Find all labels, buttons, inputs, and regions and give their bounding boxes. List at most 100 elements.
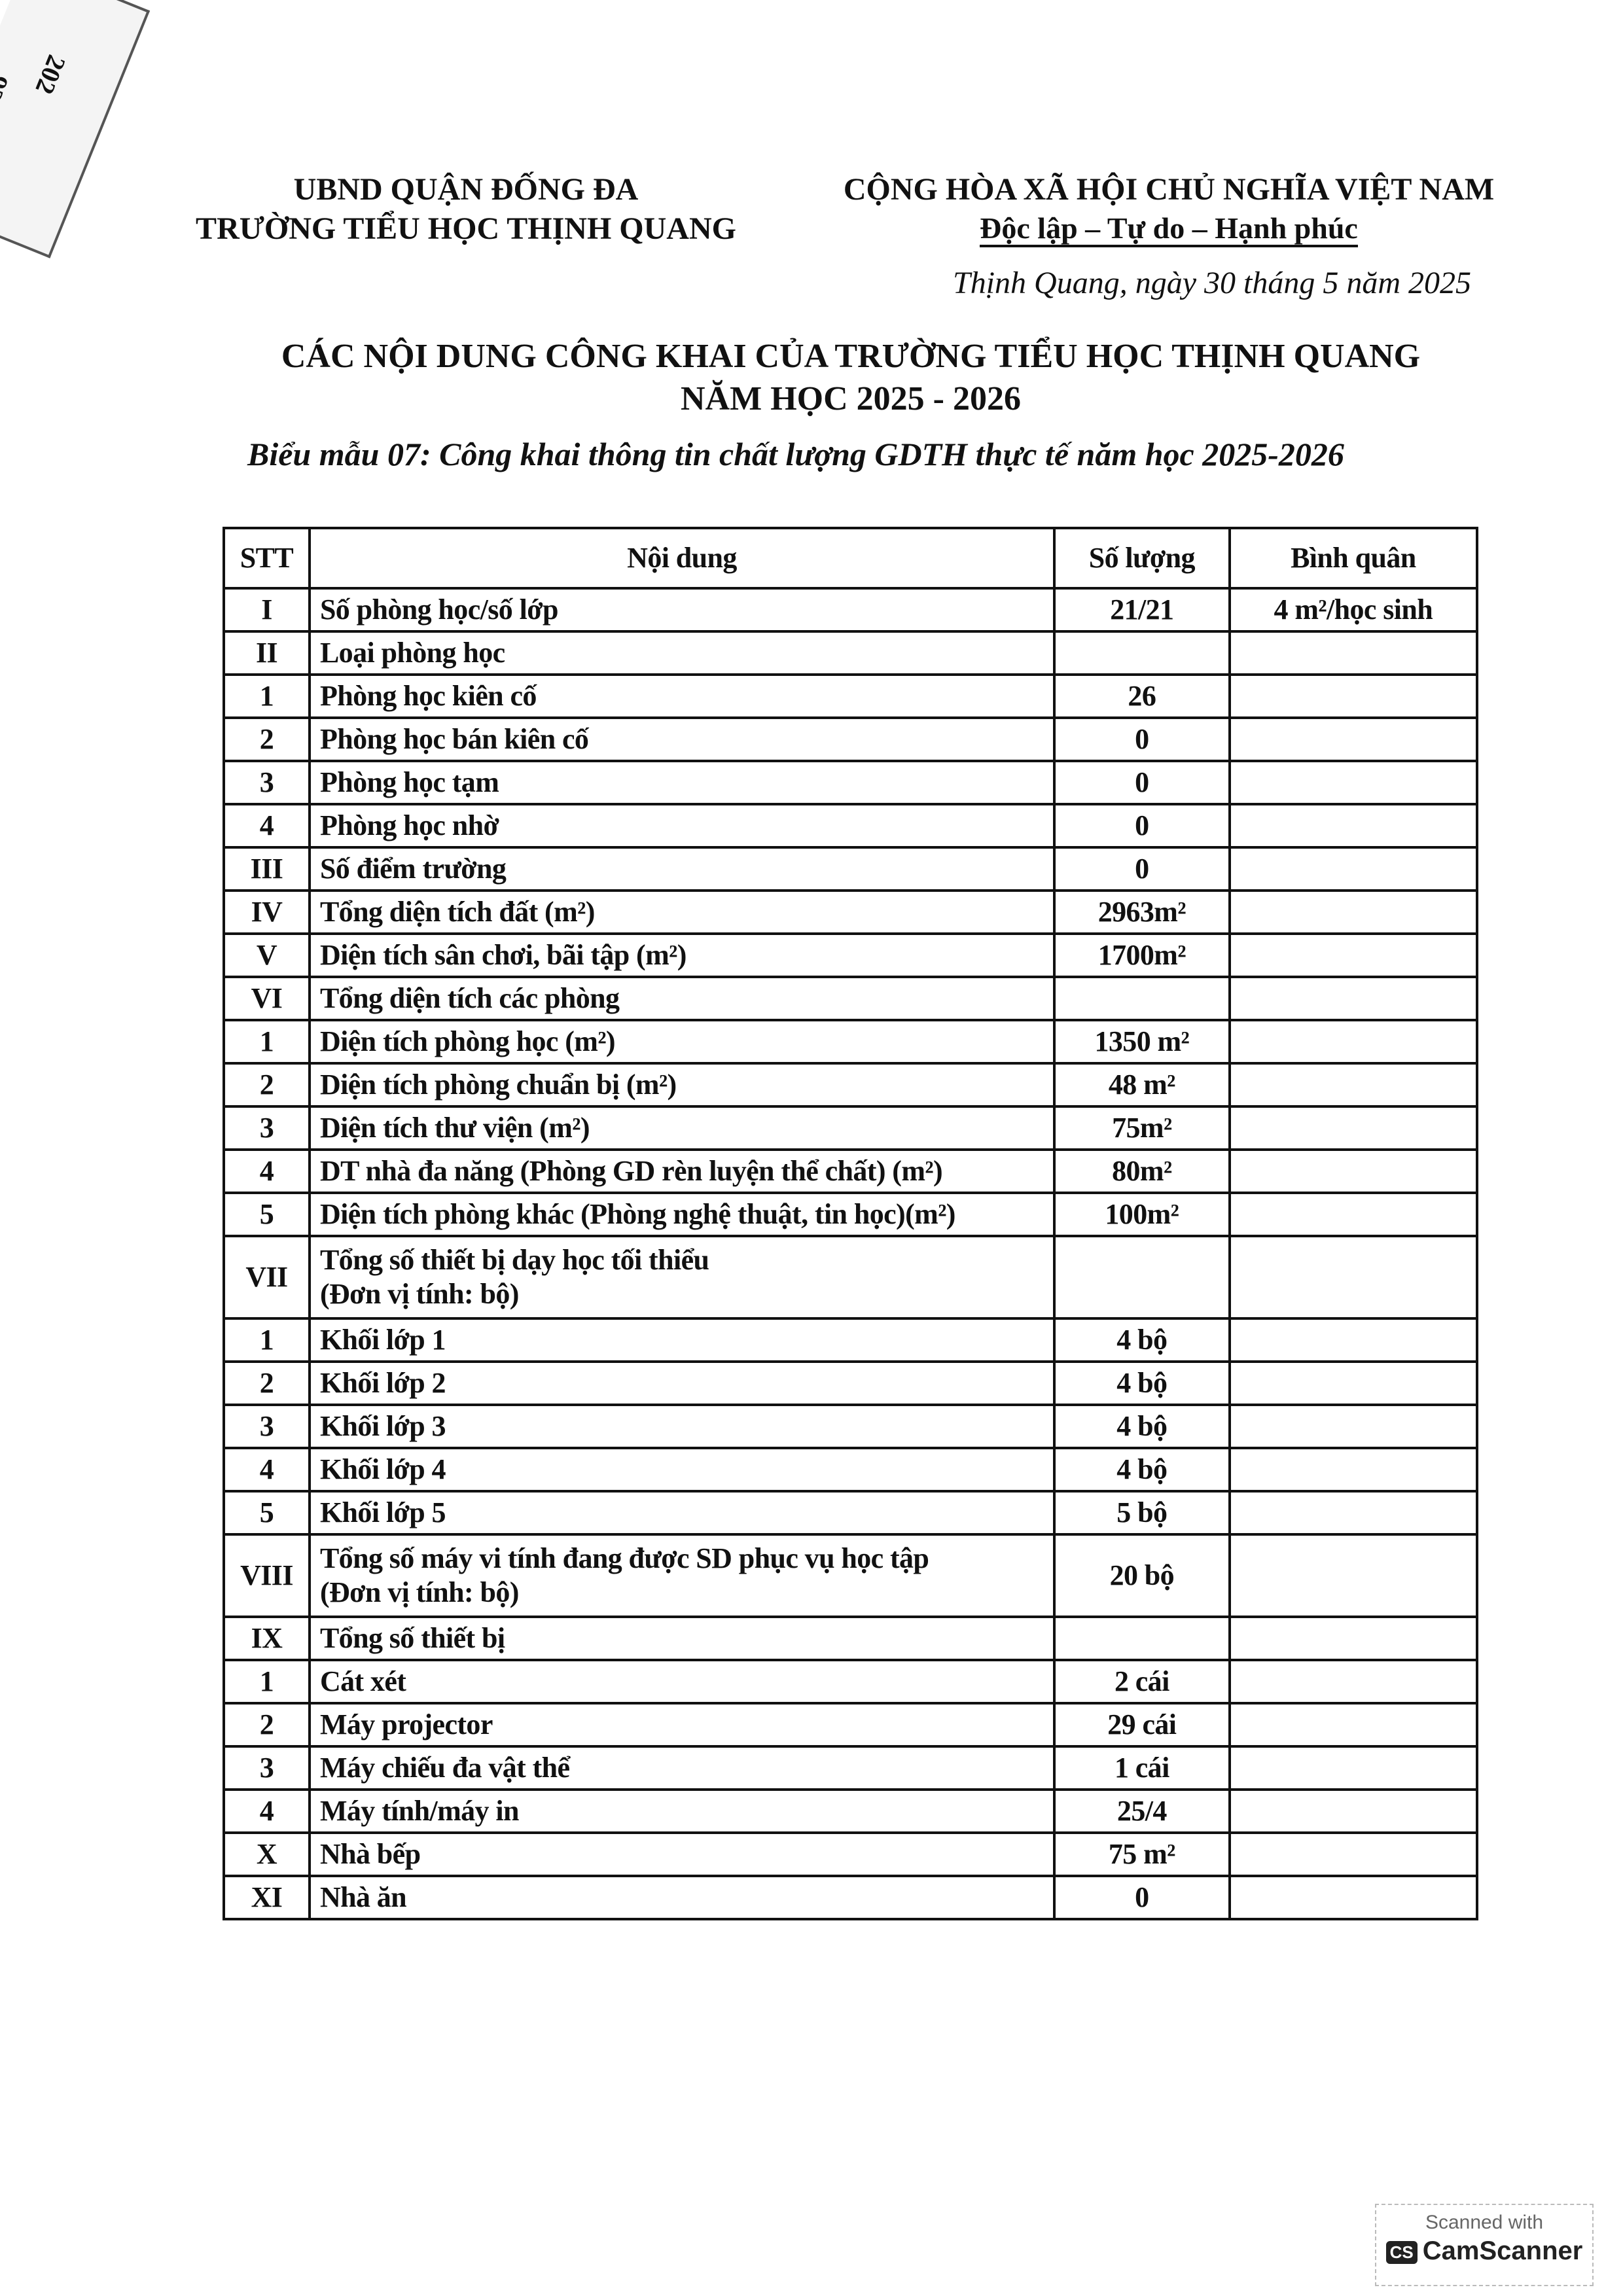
row-quantity: 29 cái <box>1053 1702 1231 1748</box>
row-content-line: Tổng số thiết bị dạy học tối thiểu <box>319 1244 709 1276</box>
row-average <box>1228 1659 1479 1704</box>
row-average <box>1228 803 1479 849</box>
col-quantity: Số lượng <box>1053 527 1231 590</box>
row-quantity: 1350 m² <box>1053 1019 1231 1065</box>
row-quantity: 80m² <box>1053 1148 1231 1194</box>
table-row: I Số phòng học/số lớp 21/21 4 m²/học sinh <box>223 587 1479 633</box>
row-quantity: 1700m² <box>1053 932 1231 978</box>
row-content-unit: (Đơn vị tính: bộ) <box>319 1576 519 1608</box>
table-row: II Loại phòng học <box>223 630 1479 676</box>
row-average <box>1228 1831 1479 1877</box>
row-content: Nhà bếp <box>308 1831 1056 1877</box>
row-stt: III <box>223 846 311 892</box>
row-average <box>1228 760 1479 805</box>
row-average <box>1228 1875 1479 1920</box>
row-average <box>1228 1616 1479 1661</box>
table-row: 5 Diện tích phòng khác (Phòng nghệ thuật,… <box>223 1192 1479 1237</box>
org-name: UBND QUẬN ĐỐNG ĐA <box>293 172 639 207</box>
row-stt: X <box>223 1831 311 1877</box>
table-row: 4 Máy tính/máy in 25/4 <box>223 1788 1479 1834</box>
row-content: Khối lớp 1 <box>308 1317 1056 1363</box>
table-row: III Số điểm trường 0 <box>223 846 1479 892</box>
table-row: VIII Tổng số máy vi tính đang được SD phụ… <box>223 1533 1479 1618</box>
table-row: IV Tổng diện tích đất (m²) 2963m² <box>223 889 1479 935</box>
table-header: STT Nội dung Số lượng Bình quân <box>223 527 1479 590</box>
camscanner-watermark: Scanned with CS CamScanner <box>1375 2204 1594 2286</box>
row-average <box>1228 1062 1479 1108</box>
row-stt: V <box>223 932 311 978</box>
row-average <box>1228 1148 1479 1194</box>
table-row: XI Nhà ăn 0 <box>223 1875 1479 1920</box>
row-content: Tổng số máy vi tính đang được SD phục vụ… <box>308 1533 1056 1618</box>
table-row: V Diện tích sân chơi, bãi tập (m²) 1700m² <box>223 932 1479 978</box>
row-stt: II <box>223 630 311 676</box>
row-content: Phòng học bán kiên cố <box>308 716 1056 762</box>
row-quantity <box>1053 976 1231 1021</box>
row-content-unit: (Đơn vị tính: bộ) <box>319 1278 519 1310</box>
row-stt: 5 <box>223 1490 311 1536</box>
row-content: Diện tích sân chơi, bãi tập (m²) <box>308 932 1056 978</box>
table-row: 2 Máy projector 29 cái <box>223 1702 1479 1748</box>
row-stt: 1 <box>223 1659 311 1704</box>
row-average <box>1228 976 1479 1021</box>
row-average <box>1228 1533 1479 1618</box>
row-content: DT nhà đa năng (Phòng GD rèn luyện thể c… <box>308 1148 1056 1194</box>
row-stt: 3 <box>223 1105 311 1151</box>
row-content: Tổng số thiết bị <box>308 1616 1056 1661</box>
row-content: Tổng số thiết bị dạy học tối thiểu (Đơn v… <box>308 1235 1056 1320</box>
watermark-text: Scanned with <box>1425 2212 1544 2233</box>
row-content: Nhà ăn <box>308 1875 1056 1920</box>
row-quantity: 48 m² <box>1053 1062 1231 1108</box>
row-quantity: 75m² <box>1053 1105 1231 1151</box>
table-row: 1 Phòng học kiên cố 26 <box>223 673 1479 719</box>
row-average <box>1228 932 1479 978</box>
row-average <box>1228 1490 1479 1536</box>
row-average <box>1228 1192 1479 1237</box>
row-stt: I <box>223 587 311 633</box>
row-average <box>1228 630 1479 676</box>
row-average <box>1228 1235 1479 1320</box>
document-year: NĂM HỌC 2025 - 2026 <box>681 380 1021 417</box>
row-quantity: 0 <box>1053 803 1231 849</box>
row-stt: IX <box>223 1616 311 1661</box>
row-content: Khối lớp 5 <box>308 1490 1056 1536</box>
row-average <box>1228 716 1479 762</box>
row-average: 4 m²/học sinh <box>1228 587 1479 633</box>
row-quantity: 5 bộ <box>1053 1490 1231 1536</box>
row-average <box>1228 1404 1479 1449</box>
motto-wrap: Độc lập – Tự do – Hạnh phúc <box>776 211 1561 247</box>
row-stt: 3 <box>223 1404 311 1449</box>
row-stt: 4 <box>223 1447 311 1492</box>
row-quantity: 75 m² <box>1053 1831 1231 1877</box>
row-stt: 2 <box>223 1360 311 1406</box>
row-average <box>1228 1447 1479 1492</box>
row-average <box>1228 1360 1479 1406</box>
row-stt: 1 <box>223 1317 311 1363</box>
col-stt: STT <box>223 527 311 590</box>
document-title: CÁC NỘI DUNG CÔNG KHAI CỦA TRƯỜNG TIỂU H… <box>281 338 1421 375</box>
row-quantity: 26 <box>1053 673 1231 719</box>
table-row: 3 Phòng học tạm 0 <box>223 760 1479 805</box>
table-row: 1 Cát xét 2 cái <box>223 1659 1479 1704</box>
row-average <box>1228 1105 1479 1151</box>
row-average <box>1228 1019 1479 1065</box>
row-content: Số phòng học/số lớp <box>308 587 1056 633</box>
row-quantity: 25/4 <box>1053 1788 1231 1834</box>
row-content: Phòng học tạm <box>308 760 1056 805</box>
row-quantity: 4 bộ <box>1053 1447 1231 1492</box>
row-average <box>1228 673 1479 719</box>
row-quantity: 21/21 <box>1053 587 1231 633</box>
row-quantity: 0 <box>1053 760 1231 805</box>
col-content: Nội dung <box>308 527 1056 590</box>
row-average <box>1228 889 1479 935</box>
row-quantity: 2963m² <box>1053 889 1231 935</box>
row-content: Tổng diện tích đất (m²) <box>308 889 1056 935</box>
row-content: Máy tính/máy in <box>308 1788 1056 1834</box>
table-row: X Nhà bếp 75 m² <box>223 1831 1479 1877</box>
row-quantity: 1 cái <box>1053 1745 1231 1791</box>
row-quantity: 4 bộ <box>1053 1360 1231 1406</box>
row-stt: 4 <box>223 1788 311 1834</box>
